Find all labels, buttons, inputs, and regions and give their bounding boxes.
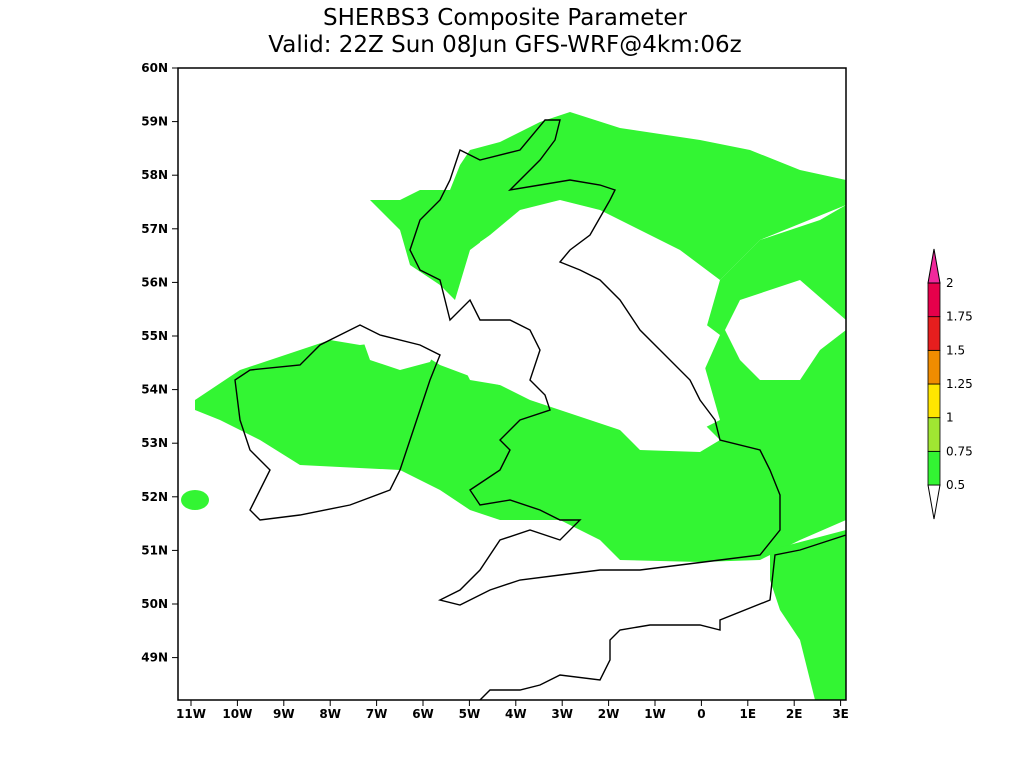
lat-label: 50N — [141, 597, 168, 611]
lon-label: 10W — [222, 707, 252, 721]
lon-label: 0 — [697, 707, 705, 721]
lon-label: 6W — [412, 707, 434, 721]
colorbar: 0.5 0.75 1 1.25 1.5 1.75 2 — [927, 248, 973, 520]
colorbar-label: 1.5 — [946, 343, 965, 357]
colorbar-high — [927, 248, 941, 284]
lon-label: 5W — [459, 707, 481, 721]
gap — [725, 280, 846, 380]
colorbar-label: 1.75 — [946, 310, 973, 324]
lon-label: 1E — [740, 707, 757, 721]
coastline — [479, 534, 847, 701]
lon-label: 3E — [832, 707, 849, 721]
lat-label: 52N — [141, 490, 168, 504]
lat-label: 58N — [141, 168, 168, 182]
field — [370, 112, 846, 300]
gap — [460, 300, 720, 452]
field — [181, 490, 209, 510]
colorbar-label: 1 — [946, 411, 954, 425]
lon-label: 4W — [505, 707, 527, 721]
colorbar-segment — [927, 417, 941, 452]
lat-label: 51N — [141, 543, 168, 557]
lon-axis: 11W 10W 9W 8W 7W 6W 5W 4W 3W 2W 1W 0 1E 2E 3E — [176, 700, 849, 721]
title-line: Valid: 22Z Sun 08Jun GFS-WRF@4km:06z — [268, 32, 741, 58]
lon-label: 1W — [644, 707, 666, 721]
colorbar-label: 1.25 — [946, 377, 973, 391]
lon-label: 8W — [319, 707, 341, 721]
field — [195, 205, 846, 562]
lon-label: 11W — [176, 707, 206, 721]
gap — [360, 322, 440, 370]
map — [177, 67, 847, 701]
lat-label: 55N — [141, 329, 168, 343]
title-line: SHERBS3 Composite Parameter — [323, 5, 688, 31]
colorbar-label: 0.75 — [946, 444, 973, 458]
map-frame — [177, 67, 847, 701]
colorbar-segment — [927, 383, 941, 419]
gap — [480, 203, 700, 300]
lon-label: 9W — [273, 707, 295, 721]
colorbar-segment — [927, 450, 941, 486]
lat-axis: 60N 59N 58N 57N 56N 55N 54N 53N 52N 51N 50N 49N — [141, 61, 178, 665]
lon-label: 2E — [786, 707, 803, 721]
lon-label: 7W — [366, 707, 388, 721]
lon-label: 3W — [551, 707, 573, 721]
coastline — [409, 119, 781, 606]
colorbar-label: 0.5 — [946, 478, 965, 492]
lat-label: 57N — [141, 222, 168, 236]
coastline — [234, 324, 441, 521]
colorbar-low — [927, 484, 941, 520]
colorbar-label: 2 — [946, 276, 954, 290]
lon-label: 2W — [598, 707, 620, 721]
colorbar-segment — [927, 316, 941, 351]
lat-label: 59N — [141, 115, 168, 129]
field — [770, 530, 846, 700]
lat-label: 54N — [141, 383, 168, 397]
colorbar-segment — [927, 349, 941, 385]
lat-label: 60N — [141, 61, 168, 75]
colorbar-segment — [927, 282, 941, 318]
lat-label: 49N — [141, 651, 168, 665]
lat-label: 56N — [141, 275, 168, 289]
lat-label: 53N — [141, 436, 168, 450]
